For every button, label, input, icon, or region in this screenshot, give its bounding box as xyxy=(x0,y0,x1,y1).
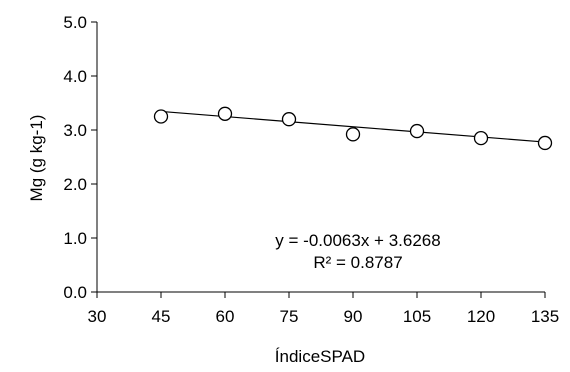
trendline-equation: y = -0.0063x + 3.6268 xyxy=(275,231,440,250)
y-axis-title: Mg (g kg-1) xyxy=(27,115,46,202)
data-point xyxy=(537,135,553,151)
x-tick-label: 90 xyxy=(344,307,363,326)
data-point xyxy=(345,127,361,142)
data-point xyxy=(409,123,425,139)
axes-layer xyxy=(91,21,546,298)
x-tick-label: 135 xyxy=(531,307,559,326)
y-tick-label: 3.0 xyxy=(63,121,87,140)
y-tick-label: 1.0 xyxy=(63,229,87,248)
data-point xyxy=(473,130,489,146)
y-tick-label: 0.0 xyxy=(63,283,87,302)
y-tick-label: 4.0 xyxy=(63,67,87,86)
y-tick-label: 2.0 xyxy=(63,175,87,194)
data-point xyxy=(153,109,169,124)
x-tick-label: 60 xyxy=(216,307,235,326)
data-point xyxy=(217,106,233,121)
x-tick-label: 120 xyxy=(467,307,495,326)
y-tick-label: 5.0 xyxy=(63,13,87,32)
x-tick-label: 45 xyxy=(152,307,171,326)
data-points-layer xyxy=(153,106,553,151)
r-squared-label: R² = 0.8787 xyxy=(313,253,402,272)
x-tick-label: 75 xyxy=(280,307,299,326)
x-tick-label: 30 xyxy=(88,307,107,326)
data-point xyxy=(281,112,297,127)
x-tick-label: 105 xyxy=(403,307,431,326)
labels-layer: 0.0 1.0 2.0 3.0 4.0 5.0 30 45 60 75 90 105 120 135 xyxy=(63,13,559,326)
x-axis-title: ÍndiceSPAD xyxy=(275,347,365,366)
